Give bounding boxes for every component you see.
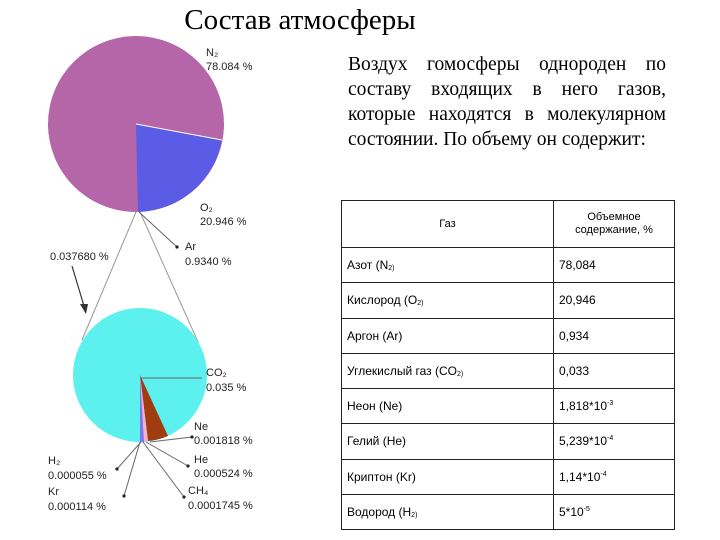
gas-name-cell: Водород (H2) <box>341 493 554 531</box>
gas-name-cell: Углекислый газ (CO2) <box>341 352 554 390</box>
gas-value-cell: 20,946 <box>553 282 675 319</box>
gas-value-cell: 0,033 <box>553 352 675 390</box>
gas-name: Неон (Ne) <box>347 399 403 414</box>
ch4-leader <box>142 441 185 498</box>
gas-value: 5,239*10 <box>559 434 608 449</box>
gas-value-cell: 0,934 <box>553 317 675 354</box>
zoom-pie-co2-slice <box>140 375 168 441</box>
he-value-label: 0.000524 % <box>194 468 253 480</box>
gas-value: 0,934 <box>559 328 590 343</box>
ne-value-label: 0.001818 % <box>194 435 253 447</box>
gas-name: Углекислый газ (CO <box>347 363 457 378</box>
kr-dot <box>122 494 126 498</box>
remainder-value-label: 0.037680 % <box>50 251 109 263</box>
gas-name: Гелий (He) <box>347 434 407 449</box>
ne-dot <box>190 435 194 439</box>
ar-leader <box>138 211 178 248</box>
gas-name: Криптон (Kr) <box>347 469 416 484</box>
co2-formula-label: CO₂ <box>206 367 227 379</box>
gas-value-exponent: -4 <box>607 435 614 443</box>
ar-value-label: 0.9340 % <box>185 256 232 268</box>
header-volume: Объемное содержание, % <box>553 200 675 248</box>
gas-name-subscript: 2) <box>411 511 418 519</box>
gas-name-cell: Азот (N2) <box>341 246 554 284</box>
gas-value-exponent: -4 <box>600 470 607 478</box>
gas-value-cell: 1,14*10-4 <box>553 458 675 495</box>
table-row: Азот (N2) 78,084 <box>341 246 675 284</box>
o2-formula-label: O₂ <box>200 202 213 214</box>
kr-value-label: 0.000114 % <box>48 501 106 513</box>
gas-name-cell: Неон (Ne) <box>341 387 554 425</box>
gas-value: 1,14*10 <box>559 469 601 484</box>
gas-value-exponent: -5 <box>583 505 590 513</box>
gas-name-cell: Гелий (He) <box>341 423 554 460</box>
table-row: Водород (H2) 5*10-5 <box>341 493 675 531</box>
table-header-row: Газ Объемное содержание, % <box>341 200 675 248</box>
gas-name: Аргон (Ar) <box>347 328 403 343</box>
gas-name-cell: Аргон (Ar) <box>341 317 554 354</box>
arrow-head-icon <box>80 304 88 314</box>
n2-value-label: 78.084 % <box>206 61 253 73</box>
zoom-connector-left <box>81 211 137 341</box>
gas-value: 1,818*10 <box>559 399 608 414</box>
header-volume-line2: содержание, % <box>575 224 653 236</box>
gas-value: 0,033 <box>559 363 590 378</box>
kr-leader <box>123 441 141 497</box>
header-volume-line1: Объемное <box>587 211 641 223</box>
ch4-dot <box>182 495 186 499</box>
co2-value-label: 0.035 % <box>206 382 247 394</box>
gas-value-cell: 5*10-5 <box>553 493 675 531</box>
table-row: Кислород (O2) 20,946 <box>341 282 675 319</box>
kr-formula-label: Kr <box>48 486 59 498</box>
header-gas: Газ <box>341 200 554 248</box>
table-row: Гелий (He) 5,239*10-4 <box>341 423 675 460</box>
pie-divider <box>135 123 223 141</box>
gas-composition-table: Газ Объемное содержание, % Азот (N2) 78,0… <box>341 200 675 531</box>
gas-value-cell: 5,239*10-4 <box>553 423 675 460</box>
gas-name-subscript: 2) <box>456 370 464 378</box>
gas-name-subscript: 2) <box>417 300 424 308</box>
gas-name-subscript: 2) <box>388 265 395 273</box>
ne-leader <box>149 436 193 443</box>
zoom-pie-he-slice <box>140 375 144 443</box>
atmosphere-pie-diagram: N₂ 78.084 % O₂ 20.946 % Ar 0.9340 % 0.03… <box>48 36 253 513</box>
he-dot <box>186 464 190 468</box>
gas-value: 5*10 <box>559 504 584 519</box>
table-row: Криптон (Kr) 1,14*10-4 <box>341 458 675 495</box>
zoom-connector-right <box>139 211 199 343</box>
zoom-pie-ne-slice <box>140 375 148 442</box>
gas-value-cell: 1,818*10-3 <box>553 387 675 425</box>
gas-value-cell: 78,084 <box>553 246 675 284</box>
o2-value-label: 20.946 % <box>200 216 247 228</box>
he-formula-label: He <box>194 454 208 466</box>
gas-name: Водород (H <box>347 504 412 519</box>
h2-leader <box>116 441 142 470</box>
h2-value-label: 0.000055 % <box>48 470 107 482</box>
h2-formula-label: H₂ <box>48 455 60 467</box>
gas-value-exponent: -3 <box>607 400 614 408</box>
gas-name-cell: Криптон (Kr) <box>341 458 554 495</box>
ch4-value-label: 0.0001745 % <box>188 500 253 512</box>
gas-name-cell: Кислород (O2) <box>341 282 554 319</box>
gas-value: 20,946 <box>559 293 596 308</box>
he-leader <box>145 441 189 467</box>
gas-name: Кислород (O <box>347 293 418 308</box>
intro-paragraph: Воздух гомосферы однороден по составу вх… <box>348 54 666 150</box>
table-row: Углекислый газ (CO2) 0,033 <box>341 352 675 390</box>
n2-formula-label: N₂ <box>206 47 218 59</box>
remainder-arrow <box>71 265 85 307</box>
table-row: Аргон (Ar) 0,934 <box>341 317 675 354</box>
ar-leader-dot <box>175 245 179 249</box>
gas-value: 78,084 <box>559 258 596 273</box>
page-title: Состав атмосферы <box>184 4 416 36</box>
h2-dot <box>115 467 119 471</box>
table-row: Неон (Ne) 1,818*10-3 <box>341 387 675 425</box>
ar-formula-label: Ar <box>185 241 196 253</box>
ch4-formula-label: CH₄ <box>188 485 209 497</box>
gas-name: Азот (N <box>347 258 389 273</box>
ne-formula-label: Ne <box>194 421 208 433</box>
main-pie-o2-slice <box>136 124 222 212</box>
